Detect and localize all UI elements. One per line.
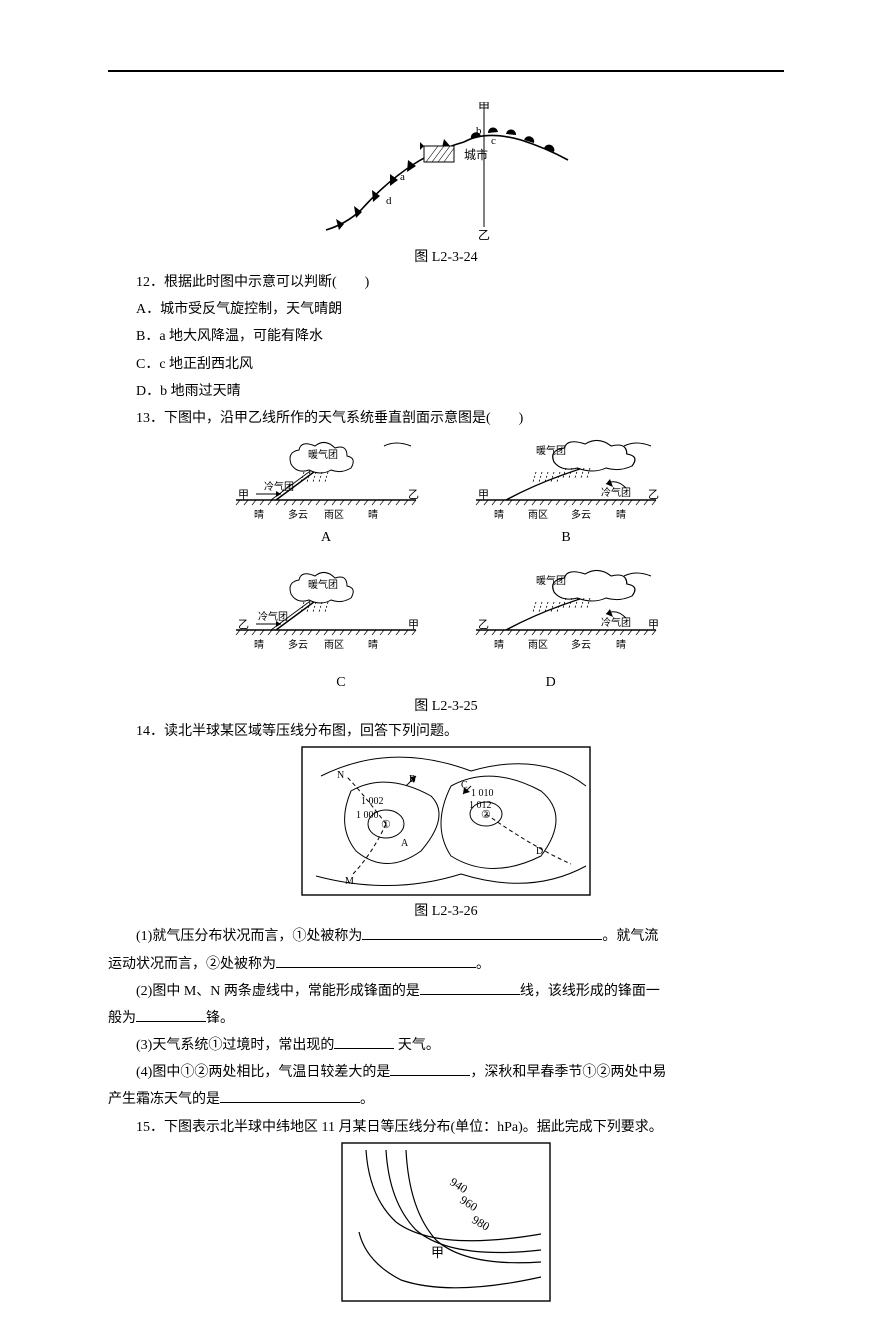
- svg-text:B: B: [561, 530, 570, 545]
- q14-p3: (3)天气系统①过境时，常出现的 天气。: [108, 1033, 784, 1058]
- q14-p1a: (1)就气压分布状况而言，①处被称为: [136, 929, 362, 944]
- fig24-a: a: [400, 171, 405, 183]
- q14-p1-cont: 运动状况而言，②处被称为。: [108, 952, 784, 977]
- svg-text:D: D: [536, 846, 543, 857]
- fig24-bottom: 乙: [478, 228, 490, 242]
- fig24-city: 城市: [464, 147, 488, 162]
- q14-p4c: 。: [360, 1092, 374, 1107]
- fig25-C: C: [336, 675, 345, 691]
- blank-4[interactable]: [136, 1007, 206, 1022]
- blank-1[interactable]: [362, 925, 602, 940]
- fig24-b: b: [476, 125, 482, 137]
- q12-optD: D．b 地雨过天晴: [108, 379, 784, 404]
- fig26-caption: 图 L2-3-26: [108, 900, 784, 920]
- svg-text:乙: 乙: [238, 618, 249, 631]
- fig24-top: 甲: [478, 102, 490, 114]
- svg-text:暖气团: 暖气团: [308, 448, 338, 461]
- q14-p4-cont: 产生霜冻天气的是。: [108, 1087, 784, 1112]
- svg-text:晴: 晴: [368, 638, 378, 651]
- svg-text:多云: 多云: [571, 638, 591, 651]
- q14-p3b: 天气。: [394, 1038, 440, 1053]
- svg-text:雨区: 雨区: [324, 509, 344, 521]
- q14-p4a: (4)图中①②两处相比，气温日较差大的是: [136, 1065, 390, 1080]
- svg-text:晴: 晴: [494, 638, 504, 651]
- svg-text:乙: 乙: [478, 618, 489, 631]
- q14-p2a: (2)图中 M、N 两条虚线中，常能形成锋面的是: [136, 984, 420, 999]
- q14-p1: (1)就气压分布状况而言，①处被称为 。就气流: [108, 924, 784, 949]
- svg-text:M: M: [345, 876, 354, 887]
- fig24-c: c: [491, 135, 496, 147]
- fig25-labels-cd: C D: [108, 675, 784, 691]
- svg-text:冷气团: 冷气团: [264, 480, 294, 493]
- q14-p2-cont: 般为锋。: [108, 1006, 784, 1031]
- svg-text:A: A: [321, 530, 332, 545]
- q14-p3a: (3)天气系统①过境时，常出现的: [136, 1038, 334, 1053]
- svg-text:乙: 乙: [408, 488, 419, 501]
- fig24-d: d: [386, 195, 392, 207]
- fig27-svg: 940 960 980 甲: [341, 1142, 551, 1302]
- q13-stem: 13．下图中，沿甲乙线所作的天气系统垂直剖面示意图是( ): [108, 406, 784, 431]
- q14-p1b-head: 。就气流: [602, 929, 658, 944]
- blank-7[interactable]: [220, 1088, 360, 1103]
- q12-optC: C．c 地正刮西北风: [108, 352, 784, 377]
- svg-text:N: N: [337, 770, 344, 781]
- svg-text:1 010: 1 010: [471, 788, 494, 799]
- svg-text:晴: 晴: [254, 508, 264, 521]
- svg-text:乙: 乙: [648, 488, 659, 501]
- q14-p1c: 。: [476, 957, 490, 972]
- svg-text:雨区: 雨区: [324, 639, 344, 651]
- fig24-caption: 图 L2-3-24: [108, 246, 784, 266]
- svg-text:雨区: 雨区: [528, 639, 548, 651]
- q15-stem: 15．下图表示北半球中纬地区 11 月某日等压线分布(单位：hPa)。据此完成下…: [108, 1115, 784, 1140]
- q12-optB: B．a 地大风降温，可能有降水: [108, 324, 784, 349]
- svg-text:甲: 甲: [478, 489, 489, 501]
- figure-26: 1 002 1 000 1 010 1 012 ① ② A B C D M N: [108, 746, 784, 896]
- figure-25: 暖气团 冷气团 甲 乙 晴 多云 雨区 晴 暖气团 冷气团: [108, 433, 784, 673]
- svg-text:多云: 多云: [571, 508, 591, 521]
- q14-p2c: 锋。: [206, 1011, 234, 1026]
- svg-text:甲: 甲: [238, 489, 249, 501]
- svg-text:冷气团: 冷气团: [601, 616, 631, 629]
- svg-text:雨区: 雨区: [528, 509, 548, 521]
- q12-stem: 12．根据此时图中示意可以判断( ): [108, 270, 784, 295]
- svg-text:甲: 甲: [648, 619, 659, 631]
- svg-text:晴: 晴: [616, 638, 626, 651]
- top-rule: [108, 70, 784, 72]
- svg-text:①: ①: [381, 819, 391, 831]
- q14-p2: (2)图中 M、N 两条虚线中，常能形成锋面的是线，该线形成的锋面一: [108, 979, 784, 1004]
- svg-text:C: C: [461, 780, 468, 791]
- figure-27: 940 960 980 甲: [108, 1142, 784, 1302]
- svg-text:晴: 晴: [494, 508, 504, 521]
- fig25-caption: 图 L2-3-25: [108, 695, 784, 715]
- blank-3[interactable]: [420, 980, 520, 995]
- svg-text:晴: 晴: [616, 508, 626, 521]
- svg-text:1 000: 1 000: [356, 810, 379, 821]
- blank-6[interactable]: [390, 1061, 470, 1076]
- svg-text:多云: 多云: [288, 638, 308, 651]
- svg-text:多云: 多云: [288, 508, 308, 521]
- svg-text:晴: 晴: [254, 638, 264, 651]
- q14-stem: 14．读北半球某区域等压线分布图，回答下列问题。: [108, 719, 784, 744]
- svg-text:暖气团: 暖气团: [536, 444, 566, 457]
- figure-24: 甲 乙 城市: [108, 102, 784, 242]
- fig25-svg: 暖气团 冷气团 甲 乙 晴 多云 雨区 晴 暖气团 冷气团: [226, 433, 666, 673]
- svg-text:暖气团: 暖气团: [536, 574, 566, 587]
- fig24-svg: 甲 乙 城市: [316, 102, 576, 242]
- svg-text:冷气团: 冷气团: [601, 486, 631, 499]
- q12-optA: A．城市受反气旋控制，天气晴朗: [108, 297, 784, 322]
- svg-text:冷气团: 冷气团: [258, 610, 288, 623]
- blank-5[interactable]: [334, 1034, 394, 1049]
- svg-text:②: ②: [481, 809, 491, 821]
- svg-text:B: B: [409, 774, 416, 785]
- fig26-svg: 1 002 1 000 1 010 1 012 ① ② A B C D M N: [301, 746, 591, 896]
- svg-text:暖气团: 暖气团: [308, 578, 338, 591]
- q14-p4: (4)图中①②两处相比，气温日较差大的是，深秋和早春季节①②两处中易: [108, 1060, 784, 1085]
- svg-text:1 002: 1 002: [361, 796, 384, 807]
- blank-2[interactable]: [276, 953, 476, 968]
- svg-text:甲: 甲: [431, 1245, 444, 1260]
- svg-text:晴: 晴: [368, 508, 378, 521]
- svg-text:A: A: [401, 838, 409, 849]
- svg-text:甲: 甲: [408, 619, 419, 631]
- fig25-D: D: [546, 675, 556, 691]
